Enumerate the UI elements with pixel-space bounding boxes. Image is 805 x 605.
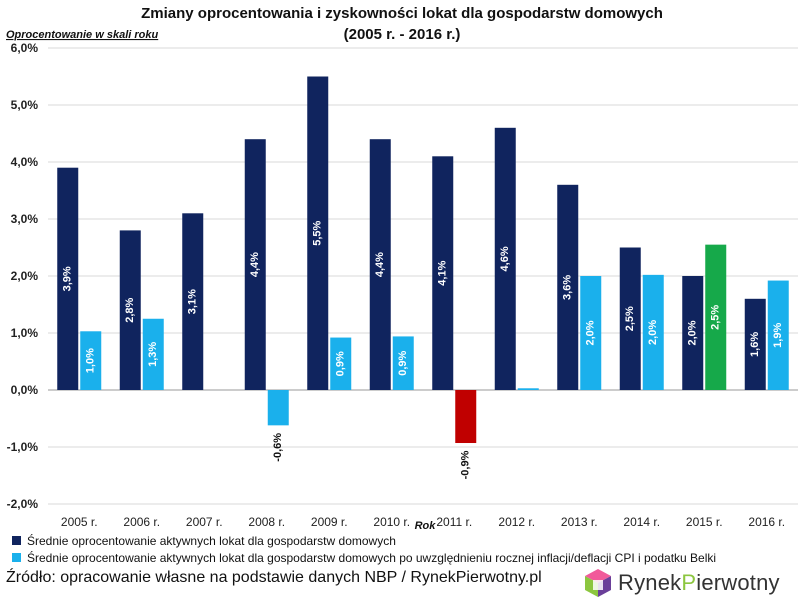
x-tick-label: 2016 r. xyxy=(748,515,785,529)
bar-s2-7 xyxy=(517,388,539,390)
y-axis-title: Oprocentowanie w skali roku xyxy=(6,29,158,41)
x-tick-label: 2010 r. xyxy=(373,515,410,529)
bar-s1-7 xyxy=(494,127,516,391)
data-label-s2-11: 1,9% xyxy=(772,323,784,348)
chart-subtitle: (2005 r. - 2016 r.) xyxy=(344,26,461,43)
y-axis-ticks: -2,0% -1,0% 0,0% 1,0% 2,0% 3,0% 4,0% 5,0% 6,0% xyxy=(7,41,39,511)
data-label-s2-5: 0,9% xyxy=(397,350,409,375)
legend-item-series-1: Średnie oprocentowanie aktywnych lokat d… xyxy=(12,532,716,549)
chart: Zmiany oprocentowania i zyskowności loka… xyxy=(6,5,798,530)
y-tick-label: 3,0% xyxy=(11,212,39,226)
gridlines xyxy=(48,47,798,505)
legend-swatch-series-1 xyxy=(12,536,21,545)
data-label-s1-10: 2,0% xyxy=(687,320,699,345)
data-label-s2-8: 2,0% xyxy=(585,320,597,345)
bar-s1-11 xyxy=(744,298,766,390)
x-tick-label: 2009 r. xyxy=(311,515,348,529)
y-tick-label: -2,0% xyxy=(7,497,39,511)
data-label-s2-3: -0,6% xyxy=(272,433,284,462)
data-label-s1-6: 4,1% xyxy=(437,260,449,285)
y-tick-label: 1,0% xyxy=(11,326,39,340)
x-tick-label: 2012 r. xyxy=(498,515,535,529)
bar-s2-3 xyxy=(267,390,289,426)
bar-s2-4 xyxy=(330,337,352,390)
data-label-s1-7: 4,6% xyxy=(499,246,511,271)
bar-s2-10 xyxy=(705,244,727,390)
logo-text-2: P xyxy=(681,570,697,595)
logo-text-3: ierwotny xyxy=(696,570,780,595)
data-label-s2-1: 1,3% xyxy=(147,342,159,367)
data-label-s2-9: 2,0% xyxy=(647,320,659,345)
data-label-s1-11: 1,6% xyxy=(749,332,761,357)
bar-s2-11 xyxy=(767,280,789,390)
bar-s1-5 xyxy=(369,139,391,390)
data-label-s2-10: 2,5% xyxy=(710,305,722,330)
logo-text-1: Rynek xyxy=(618,570,682,595)
legend: Średnie oprocentowanie aktywnych lokat d… xyxy=(12,532,716,566)
bar-s2-5 xyxy=(392,336,414,390)
bar-s1-6 xyxy=(432,156,454,390)
data-label-s2-0: 1,0% xyxy=(85,348,97,373)
legend-label-series-2: Średnie oprocentowanie aktywnych lokat d… xyxy=(27,550,717,565)
x-tick-label: 2015 r. xyxy=(686,515,723,529)
y-tick-label: 6,0% xyxy=(11,41,39,55)
bar-s2-1 xyxy=(142,318,164,390)
data-label-s1-5: 4,4% xyxy=(374,252,386,277)
y-tick-label: -1,0% xyxy=(7,440,39,454)
bar-s2-8 xyxy=(580,276,602,390)
logo-cube-icon xyxy=(585,569,611,597)
x-tick-label: 2008 r. xyxy=(248,515,285,529)
data-label-s2-4: 0,9% xyxy=(335,351,347,376)
data-label-s1-8: 3,6% xyxy=(562,275,574,300)
legend-item-series-2: Średnie oprocentowanie aktywnych lokat d… xyxy=(12,549,716,566)
data-label-s1-9: 2,5% xyxy=(624,306,636,331)
x-tick-label: 2014 r. xyxy=(623,515,660,529)
y-tick-label: 2,0% xyxy=(11,269,39,283)
bar-s2-9 xyxy=(642,274,664,390)
bar-s1-2 xyxy=(182,213,204,390)
x-tick-label: 2005 r. xyxy=(61,515,98,529)
bar-s1-8 xyxy=(557,184,579,390)
bar-s2-0 xyxy=(80,331,102,390)
bar-s1-10 xyxy=(682,276,704,390)
x-tick-label: 2007 r. xyxy=(186,515,223,529)
x-tick-label: 2013 r. xyxy=(561,515,598,529)
bar-s1-0 xyxy=(57,167,79,390)
x-tick-label: 2006 r. xyxy=(123,515,160,529)
bar-s1-1 xyxy=(119,230,141,390)
bar-s1-4 xyxy=(307,76,329,390)
brand-logo: RynekPierwotny xyxy=(584,568,780,598)
logo-text: RynekPierwotny xyxy=(618,570,780,596)
bar-s1-3 xyxy=(244,139,266,390)
data-label-s1-3: 4,4% xyxy=(249,252,261,277)
bars: 3,9% 1,0% 2,8% 1,3% 3,1% 4,4% -0,6% 5,5% 0,9% 4,4… xyxy=(57,76,789,479)
y-tick-label: 5,0% xyxy=(11,98,39,112)
data-label-s2-6: -0,9% xyxy=(460,450,472,479)
bar-s2-6 xyxy=(455,390,477,444)
data-label-s1-0: 3,9% xyxy=(62,266,74,291)
data-label-s1-4: 5,5% xyxy=(312,220,324,245)
data-label-s1-2: 3,1% xyxy=(187,289,199,314)
x-axis-ticks: 2005 r. 2006 r. 2007 r. 2008 r. 2009 r. 2010 … xyxy=(61,515,785,529)
legend-swatch-series-2 xyxy=(12,553,21,562)
x-tick-label: 2011 r. xyxy=(436,515,472,529)
legend-label-series-1: Średnie oprocentowanie aktywnych lokat d… xyxy=(27,533,396,548)
y-tick-label: 4,0% xyxy=(11,155,39,169)
data-label-s1-1: 2,8% xyxy=(124,297,136,322)
bar-s1-9 xyxy=(619,247,641,390)
x-axis-title: Rok xyxy=(415,520,437,530)
source-note: Źródło: opracowanie własne na podstawie … xyxy=(6,569,542,586)
chart-title: Zmiany oprocentowania i zyskowności loka… xyxy=(141,5,663,22)
y-tick-label: 0,0% xyxy=(11,383,39,397)
